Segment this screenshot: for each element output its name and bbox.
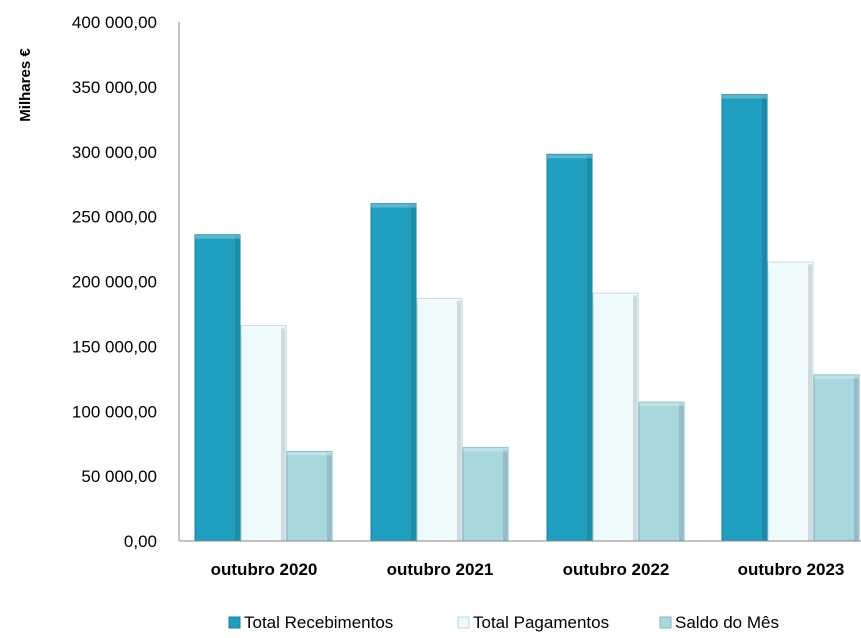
bar-shade: [235, 236, 239, 542]
bar: [240, 325, 287, 542]
x-tick-label: outubro 2020: [211, 560, 318, 579]
legend-swatch: [659, 616, 672, 629]
bar-top-highlight: [547, 154, 592, 159]
bar-top-highlight: [814, 374, 859, 379]
y-tick-label: 50 000,00: [81, 467, 157, 486]
bar-top-highlight: [593, 293, 638, 298]
legend: Total Recebimentos Total Pagamentos Saldo …: [228, 613, 779, 632]
bar: [546, 153, 593, 542]
bar-shade: [411, 205, 415, 541]
bar: [767, 261, 814, 542]
bar-shade: [762, 96, 766, 541]
bar-top-highlight: [195, 234, 240, 239]
x-tick-label: outubro 2021: [387, 560, 494, 579]
y-axis-ticks: 0,00 50 000,00 100 000,00 150 000,00 200 000…: [72, 13, 157, 551]
bar-top-highlight: [722, 94, 767, 99]
y-tick-label: 200 000,00: [72, 273, 157, 292]
bar-shade: [633, 295, 637, 541]
legend-swatch: [457, 616, 470, 629]
bar: [592, 292, 639, 542]
bar: [370, 203, 417, 542]
bar-top-highlight: [371, 203, 416, 208]
bar: [462, 447, 509, 542]
bar-top-highlight: [241, 325, 286, 330]
legend-swatch: [228, 616, 241, 629]
x-axis-labels: outubro 2020 outubro 2021 outubro 2022 outu…: [211, 560, 845, 579]
legend-label: Total Pagamentos: [473, 613, 609, 632]
bar-shade: [503, 449, 507, 541]
bar-top-highlight: [417, 298, 462, 303]
bar-shade: [854, 376, 858, 541]
bar-shade: [281, 327, 285, 541]
y-tick-label: 0,00: [124, 532, 157, 551]
bar: [638, 401, 685, 542]
bar-shade: [587, 156, 591, 541]
y-tick-label: 100 000,00: [72, 402, 157, 421]
y-axis-title: Milhares €: [17, 48, 34, 122]
y-tick-label: 300 000,00: [72, 143, 157, 162]
bar-shade: [808, 264, 812, 541]
y-tick-label: 150 000,00: [72, 337, 157, 356]
bar-top-highlight: [463, 447, 508, 452]
y-tick-label: 250 000,00: [72, 208, 157, 227]
bar: [813, 374, 860, 542]
bar: [721, 94, 768, 542]
bar-top-highlight: [639, 402, 684, 407]
y-tick-label: 350 000,00: [72, 78, 157, 97]
bar: [194, 234, 241, 542]
bars: [194, 94, 860, 542]
x-tick-label: outubro 2022: [563, 560, 670, 579]
legend-label: Total Recebimentos: [244, 613, 393, 632]
bar-top-highlight: [768, 262, 813, 267]
bar-shade: [457, 300, 461, 541]
legend-label: Saldo do Mês: [675, 613, 779, 632]
bar-top-highlight: [287, 451, 332, 456]
bar: [286, 450, 333, 542]
y-tick-label: 400 000,00: [72, 13, 157, 32]
bar-shade: [327, 453, 331, 541]
bar-shade: [679, 404, 683, 541]
bar: [416, 297, 463, 542]
x-tick-label: outubro 2023: [738, 560, 845, 579]
